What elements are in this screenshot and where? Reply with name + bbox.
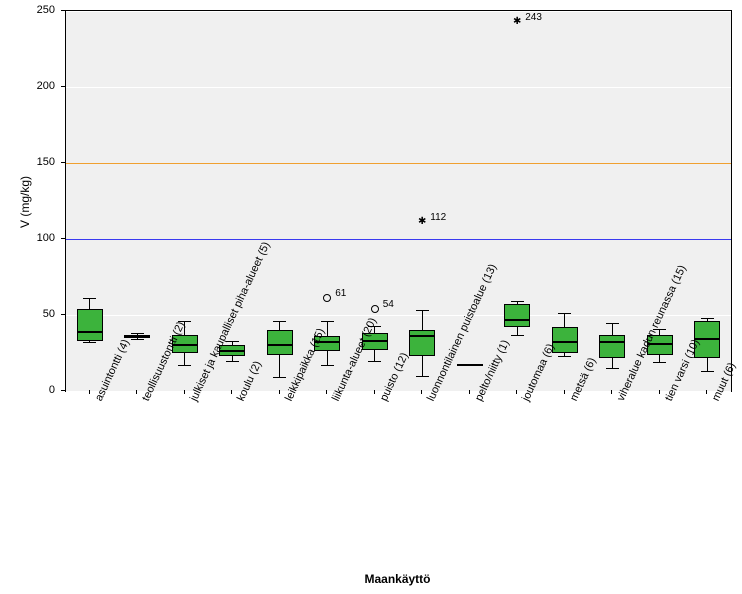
gridline — [66, 87, 731, 88]
x-tick-mark — [231, 390, 232, 394]
whisker-cap — [321, 365, 334, 366]
median-line — [504, 319, 530, 321]
whisker — [422, 310, 423, 330]
y-tick-label: 200 — [0, 80, 55, 92]
whisker — [612, 358, 613, 369]
y-tick-mark — [61, 238, 65, 239]
median-line — [599, 341, 625, 343]
y-tick-label: 50 — [0, 308, 55, 320]
whisker-cap — [701, 371, 714, 372]
x-tick-mark — [136, 390, 137, 394]
y-axis-title: V (mg/kg) — [18, 176, 32, 228]
y-tick-label: 100 — [0, 232, 55, 244]
outlier-label: 243 — [525, 12, 542, 23]
median-line — [552, 341, 578, 343]
x-tick-mark — [184, 390, 185, 394]
y-tick-mark — [61, 10, 65, 11]
median-line — [267, 344, 293, 346]
x-tick-mark — [516, 390, 517, 394]
y-tick-mark — [61, 86, 65, 87]
x-tick-mark — [469, 390, 470, 394]
y-tick-mark — [61, 162, 65, 163]
outlier-circle — [371, 305, 379, 313]
y-tick-mark — [61, 314, 65, 315]
outlier-label: 54 — [383, 299, 394, 310]
whisker-cap — [701, 318, 714, 319]
box — [504, 304, 530, 327]
whisker — [279, 355, 280, 378]
whisker-cap — [83, 298, 96, 299]
x-axis-title: Maankäyttö — [65, 572, 730, 586]
plot-area: 61 54 ✱ 112 ✱ 243 — [65, 10, 732, 392]
median-line — [457, 364, 483, 366]
box — [77, 309, 103, 341]
y-tick-mark — [61, 390, 65, 391]
whisker-cap — [416, 310, 429, 311]
x-tick-mark — [564, 390, 565, 394]
x-tick-mark — [706, 390, 707, 394]
whisker-cap — [83, 342, 96, 343]
median-line — [124, 335, 150, 337]
x-tick-mark — [326, 390, 327, 394]
whisker — [612, 323, 613, 335]
reference-line — [66, 163, 731, 164]
whisker-cap — [368, 361, 381, 362]
whisker — [327, 351, 328, 365]
whisker — [564, 313, 565, 327]
outlier-label: 112 — [430, 212, 446, 223]
reference-line — [66, 239, 731, 240]
whisker — [659, 355, 660, 363]
x-tick-mark — [279, 390, 280, 394]
outlier-star: ✱ — [513, 17, 521, 27]
whisker — [327, 321, 328, 336]
gridline — [66, 11, 731, 12]
outlier-star: ✱ — [418, 217, 426, 227]
whisker-cap — [558, 313, 571, 314]
whisker-cap — [606, 323, 619, 324]
whisker — [374, 350, 375, 361]
x-tick-mark — [659, 390, 660, 394]
whisker-cap — [273, 321, 286, 322]
median-line — [409, 335, 435, 337]
box — [599, 335, 625, 358]
whisker-cap — [178, 365, 191, 366]
whisker-cap — [511, 301, 524, 302]
x-tick-mark — [421, 390, 422, 394]
outlier-label: 61 — [335, 288, 346, 299]
gridline — [66, 315, 731, 316]
whisker-cap — [273, 377, 286, 378]
whisker-cap — [606, 368, 619, 369]
box — [267, 330, 293, 354]
whisker-cap — [558, 356, 571, 357]
whisker-cap — [416, 376, 429, 377]
outlier-circle — [323, 294, 331, 302]
x-tick-mark — [89, 390, 90, 394]
x-tick-mark — [374, 390, 375, 394]
whisker-cap — [321, 321, 334, 322]
boxplot-chart: 6154✱112✱243 050100150200250 asuintontti… — [0, 0, 742, 594]
whisker-cap — [653, 362, 666, 363]
median-line — [77, 331, 103, 333]
whisker — [517, 327, 518, 335]
whisker — [422, 356, 423, 376]
whisker — [89, 298, 90, 309]
whisker-cap — [226, 361, 239, 362]
y-tick-label: 150 — [0, 156, 55, 168]
y-tick-label: 250 — [0, 4, 55, 16]
whisker-cap — [131, 339, 144, 340]
whisker — [184, 353, 185, 365]
y-tick-label: 0 — [0, 384, 55, 396]
box — [409, 330, 435, 356]
x-tick-mark — [611, 390, 612, 394]
whisker — [707, 358, 708, 372]
whisker — [279, 321, 280, 330]
whisker-cap — [511, 335, 524, 336]
